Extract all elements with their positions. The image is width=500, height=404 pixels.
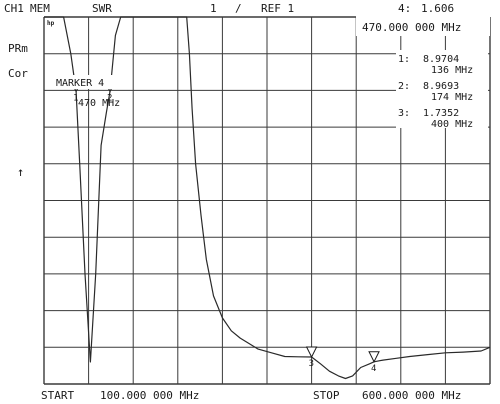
marker-1-label: 1: [398,54,410,65]
active-marker-label: 4: [398,2,411,15]
swr-trace [44,16,491,380]
marker-annotation-title: MARKER 4 [56,78,104,89]
marker-3-number: 3 [309,359,314,369]
marker-list: 1: 8.9704 136 MHz 2: 8.9693 174 MHz 3: 1… [396,50,488,130]
prm-label: PRm [8,42,28,55]
marker-annotation-background [54,75,126,89]
marker-2-number: 2 [107,94,112,104]
marker-1-number: 1 [73,93,78,103]
graticule [43,16,491,385]
marker-symbols: 1 2 3 4 [70,80,380,374]
active-marker-readout-box [356,16,490,36]
active-marker-value: 1.606 [421,2,454,15]
hp-logo: hp [47,20,55,27]
marker-list-background [396,50,488,128]
format-label: SWR [92,2,112,15]
marker-2-frequency: 174 MHz [431,92,473,103]
marker-1-frequency: 136 MHz [431,65,473,76]
stop-label: STOP [313,389,340,402]
cor-label: Cor [8,67,28,80]
marker-4-number: 4 [371,364,376,374]
start-label: START [41,389,74,402]
marker-annotation: MARKER 4 470 MHz [54,75,126,109]
active-marker-frequency: 470.000 000 MHz [362,21,461,34]
memory-label: MEM [30,2,50,15]
marker-1-value: 8.9704 [423,54,459,65]
stop-frequency: 600.000 000 MHz [362,389,461,402]
reference-label: REF 1 [261,2,294,15]
channel-label: CH1 [4,2,24,15]
marker-3-triangle [305,346,318,359]
marker-3-value: 1.7352 [423,108,459,119]
marker-3-frequency: 400 MHz [431,119,473,130]
scale-label: 1 [210,2,217,15]
scale-slash: / [235,2,242,15]
marker-2-label: 2: [398,81,410,92]
reference-position-arrow-icon: ↑ [17,165,24,179]
marker-4-triangle [368,351,380,363]
marker-annotation-frequency: 470 MHz [78,98,120,109]
marker-2-value: 8.9693 [423,81,459,92]
start-frequency: 100.000 000 MHz [100,389,199,402]
marker-3-label: 3: [398,108,410,119]
